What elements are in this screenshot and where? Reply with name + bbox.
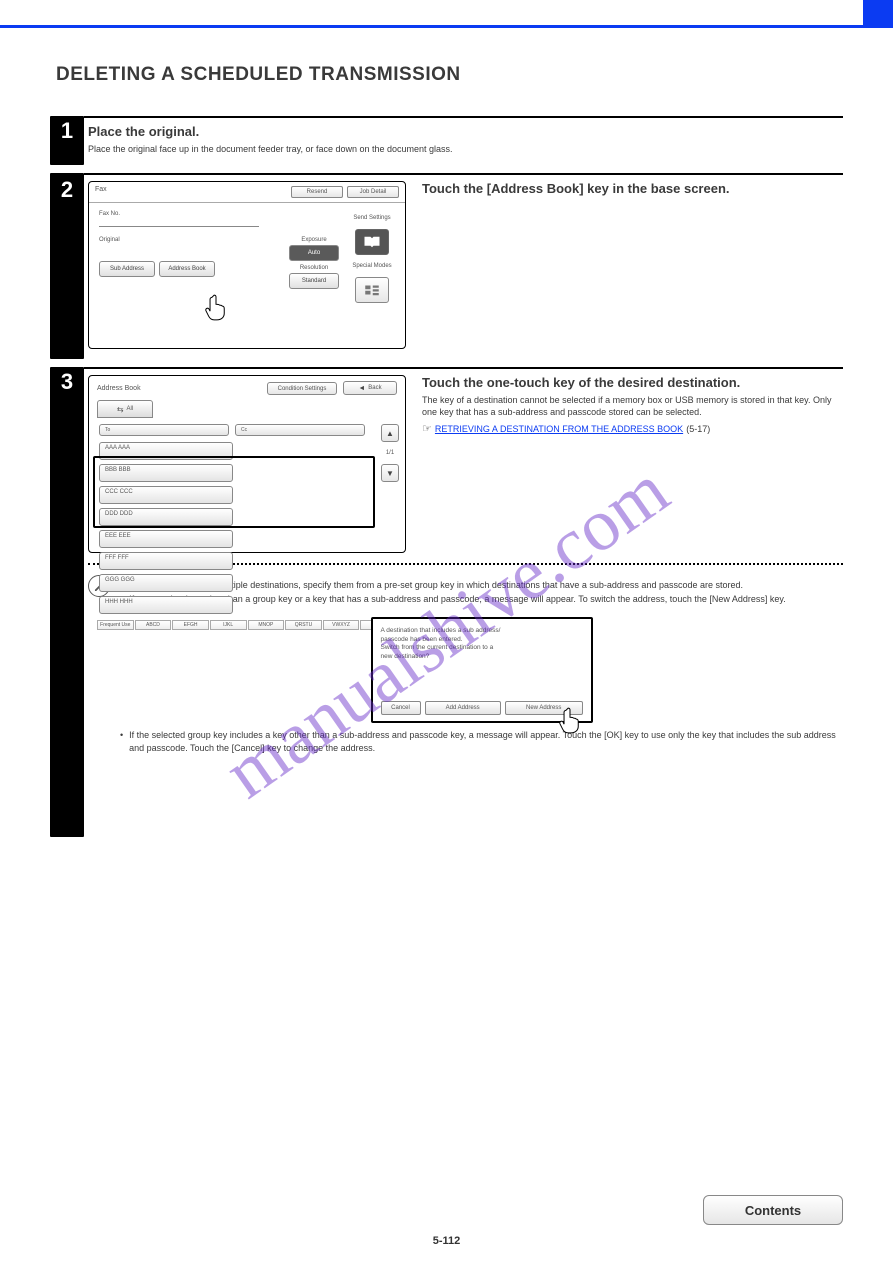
mock2-bottab-3: IJKL: [210, 620, 247, 630]
mock2-cc: Cc: [235, 424, 365, 436]
mock1-jobdetail-btn: Job Detail: [347, 186, 399, 198]
after-bullet-1: If the selected group key includes a key…: [129, 729, 843, 753]
mock2-cell-7: HHH HHH: [99, 596, 233, 614]
mock1-special-label: Special Modes: [352, 263, 391, 269]
mock2-page-lbl: 1/1: [381, 450, 399, 456]
step-2: 2 Fax Resend Job Detail: [50, 173, 843, 359]
mock2-bottab-1: ABCD: [135, 620, 172, 630]
mock2-up-arrow: ▲: [381, 424, 399, 442]
step-3-number: 3: [50, 367, 84, 837]
dlg-add-btn: Add Address: [425, 701, 501, 715]
mock2-cell-6: GGG GGG: [99, 574, 233, 592]
step-3-retrieve-link[interactable]: RETRIEVING A DESTINATION FROM THE ADDRES…: [435, 424, 683, 434]
page-title: DELETING A SCHEDULED TRANSMISSION: [56, 64, 843, 86]
mock2-back-btn: Back: [343, 381, 397, 395]
mock1-exposure-auto: Auto: [289, 245, 339, 261]
mock1-original-label: Original: [99, 237, 215, 243]
mock2-cell-5: FFF FFF: [99, 552, 233, 570]
book-icon: [355, 229, 389, 255]
step-1-heading: Place the original.: [88, 124, 843, 139]
section-color-tab: [863, 0, 893, 28]
mock1-exposure-label: Exposure: [289, 237, 339, 243]
step-3-heading: Touch the one-touch key of the desired d…: [422, 375, 843, 390]
step-2-number: 2: [50, 173, 84, 359]
note-bullets-after: If the selected group key includes a key…: [120, 729, 843, 753]
step-3-desc: The key of a destination cannot be selec…: [422, 394, 843, 418]
mock2-bottab-4: MNOP: [248, 620, 285, 630]
mock2-bottab-2: EFGH: [172, 620, 209, 630]
dlg-line-1: A destination that includes a sub addres…: [381, 627, 583, 635]
mock2-cell-4: EEE EEE: [99, 530, 233, 548]
pointer-hand-icon: [205, 293, 227, 321]
mock2-bottab-0: Frequent Use: [97, 620, 134, 630]
mock1-sendset-label: Send Settings: [353, 215, 390, 221]
mock1-resend-btn: Resend: [291, 186, 343, 198]
header-bar: [0, 0, 893, 28]
step-3-screen-mock: Address Book Condition Settings Back ⇆ A…: [88, 375, 406, 553]
page-content: DELETING A SCHEDULED TRANSMISSION 1 Plac…: [0, 28, 893, 865]
step-2-screen-mock: Fax Resend Job Detail Fax No.: [88, 181, 406, 349]
mock2-title: Address Book: [97, 385, 141, 392]
mock2-bottab-6: VWXYZ: [323, 620, 360, 630]
step-2-heading: Touch the [Address Book] key in the base…: [422, 181, 843, 196]
step-1: 1 Place the original. Place the original…: [50, 116, 843, 165]
dlg-line-2: passcode has been entered.: [381, 636, 583, 644]
mock2-to: To: [99, 424, 229, 436]
pointer-hand-icon: [559, 706, 581, 737]
mock2-highlight: [93, 456, 375, 528]
mock1-addressbook-btn: Address Book: [159, 261, 215, 277]
mock2-bottab-5: QRSTU: [285, 620, 322, 630]
mock2-condition-btn: Condition Settings: [267, 382, 337, 395]
dlg-line-4: new destination?: [381, 653, 583, 661]
contents-button[interactable]: Contents: [703, 1195, 843, 1225]
mock1-resolution-val: Standard: [289, 273, 339, 289]
speeddial-icon: [355, 277, 389, 303]
mock2-down-arrow: ▼: [381, 464, 399, 482]
dlg-line-3: Switch from the current destination to a: [381, 644, 583, 652]
step-1-desc: Place the original face up in the docume…: [88, 143, 843, 155]
step-1-number: 1: [50, 116, 84, 165]
mock1-resolution-label: Resolution: [289, 265, 339, 271]
mock1-title: Fax: [95, 186, 107, 198]
dlg-cancel-btn: Cancel: [381, 701, 421, 715]
page-number: 5-112: [0, 1235, 893, 1247]
mock1-subaddress-btn: Sub Address: [99, 261, 155, 277]
step-3: 3 Address Book Condition Settings Back: [50, 367, 843, 837]
mock1-faxno-line: [99, 217, 259, 227]
mock2-tab-all: ⇆ All: [97, 400, 153, 418]
